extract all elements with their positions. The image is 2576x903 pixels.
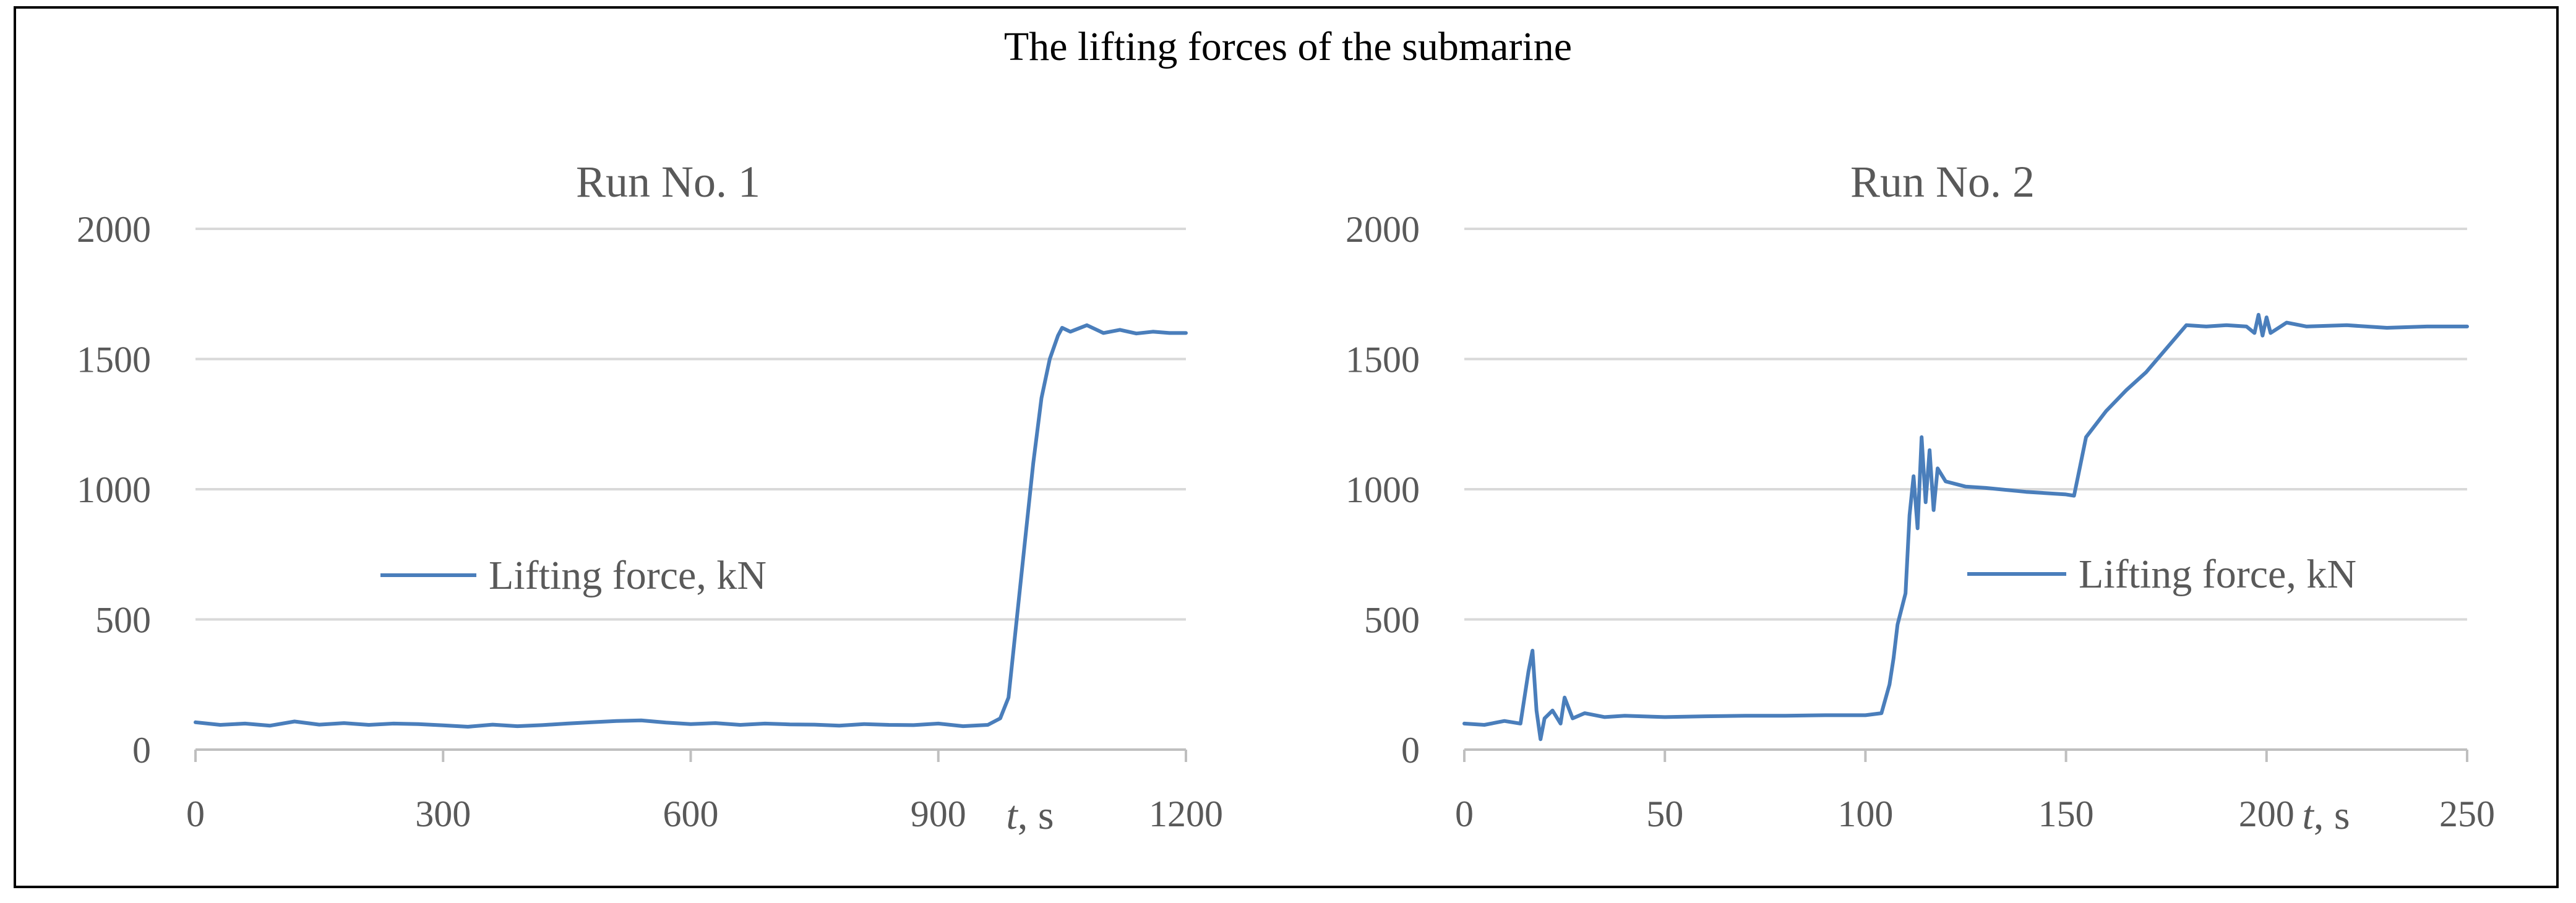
figure-title: The lifting forces of the submarine bbox=[1003, 24, 1573, 69]
y-tick-label: 2000 bbox=[77, 209, 151, 250]
y-tick-label: 2000 bbox=[1346, 209, 1420, 250]
x-tick-label: 100 bbox=[1837, 794, 1893, 834]
x-tick-label: 300 bbox=[415, 794, 471, 834]
y-tick-label: 1000 bbox=[77, 469, 151, 510]
chart-panel-2: Run No. 2 0 500 1000 1500 2000 0 50 100 150 200 250… bbox=[1346, 157, 2495, 838]
x-tick-label: 600 bbox=[663, 794, 719, 834]
x-tick-label: 0 bbox=[186, 794, 205, 834]
y-tick-label: 0 bbox=[1401, 730, 1420, 771]
legend-label: Lifting force, kN bbox=[489, 553, 766, 598]
x-axis-label: t, s bbox=[1006, 793, 1054, 838]
y-tick-label: 500 bbox=[1364, 600, 1420, 641]
legend-label: Lifting force, kN bbox=[2079, 552, 2356, 597]
x-axis-label: t, s bbox=[2302, 793, 2350, 838]
x-tick-label: 0 bbox=[1455, 794, 1474, 834]
x-tick-label: 250 bbox=[2439, 794, 2495, 834]
series-line-lifting-force bbox=[1462, 312, 2469, 742]
y-tick-label: 1500 bbox=[77, 340, 151, 380]
y-tick-label: 0 bbox=[132, 730, 151, 771]
series-line-lifting-force bbox=[194, 323, 1188, 729]
figure-frame bbox=[14, 6, 2559, 888]
chart-title: Run No. 1 bbox=[576, 157, 760, 207]
y-tick-label: 1000 bbox=[1346, 469, 1420, 510]
y-tick-label: 500 bbox=[95, 600, 151, 641]
x-tick-label: 1200 bbox=[1149, 794, 1223, 834]
x-tick-label: 150 bbox=[2038, 794, 2094, 834]
x-tick-label: 900 bbox=[911, 794, 966, 834]
chart-title: Run No. 2 bbox=[1850, 157, 2035, 207]
x-tick-label: 50 bbox=[1646, 794, 1683, 834]
x-tick-label: 200 bbox=[2239, 794, 2295, 834]
chart-panel-1: Run No. 1 0 500 1000 1500 2000 0 300 600 900 1200 t… bbox=[77, 157, 1223, 838]
y-tick-label: 1500 bbox=[1346, 340, 1420, 380]
